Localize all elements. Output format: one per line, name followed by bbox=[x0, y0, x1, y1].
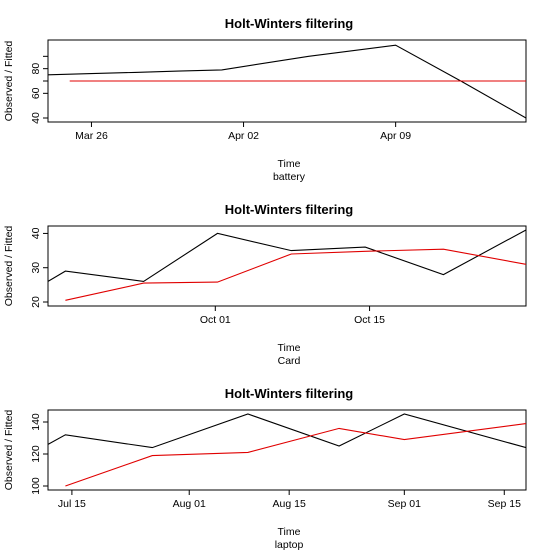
x-tick-label: Apr 02 bbox=[228, 130, 259, 142]
observed-line bbox=[48, 413, 526, 449]
y-axis-label: Observed / Fitted bbox=[3, 41, 15, 122]
series-sublabel: Card bbox=[278, 355, 301, 367]
x-tick-label: Aug 15 bbox=[273, 498, 306, 510]
x-tick-label: Apr 09 bbox=[380, 130, 411, 142]
chart-panel-1: Holt-Winters filtering Observed / Fitted 4… bbox=[3, 16, 527, 183]
x-tick-label: Sep 01 bbox=[388, 498, 421, 510]
chart-title: Holt-Winters filtering bbox=[225, 16, 353, 31]
y-tick-label: 60 bbox=[30, 87, 42, 99]
series-sublabel: battery bbox=[273, 171, 306, 183]
plot-frame bbox=[47, 225, 527, 307]
y-tick-label: 40 bbox=[30, 227, 42, 239]
x-tick-label: Aug 01 bbox=[173, 498, 206, 510]
plot-frame bbox=[47, 409, 527, 491]
chart-panel-2: Holt-Winters filtering Observed / Fitted 2… bbox=[3, 202, 527, 367]
y-tick-label: 30 bbox=[30, 262, 42, 274]
y-tick-label: 100 bbox=[30, 477, 42, 495]
observed-line bbox=[48, 44, 526, 119]
x-tick-label: Mar 26 bbox=[75, 130, 108, 142]
y-axis-label: Observed / Fitted bbox=[3, 410, 15, 491]
observed-line bbox=[48, 229, 526, 282]
y-axis-label: Observed / Fitted bbox=[3, 226, 15, 307]
y-tick-label: 40 bbox=[30, 112, 42, 124]
y-tick-label: 20 bbox=[30, 296, 42, 308]
chart-title: Holt-Winters filtering bbox=[225, 202, 353, 217]
chart-title: Holt-Winters filtering bbox=[225, 386, 353, 401]
chart-panel-3: Holt-Winters filtering Observed / Fitted 1… bbox=[3, 386, 527, 551]
x-tick-label: Oct 15 bbox=[354, 314, 385, 326]
x-axis-label: Time bbox=[278, 526, 301, 538]
x-axis-label: Time bbox=[278, 158, 301, 170]
series-sublabel: laptop bbox=[275, 539, 304, 551]
fitted-line bbox=[65, 248, 526, 301]
x-tick-label: Oct 01 bbox=[200, 314, 231, 326]
fitted-line bbox=[65, 423, 526, 487]
y-tick-label: 120 bbox=[30, 445, 42, 463]
y-tick-label: 80 bbox=[30, 63, 42, 75]
y-tick-label: 140 bbox=[30, 413, 42, 431]
x-axis-label: Time bbox=[278, 342, 301, 354]
x-tick-label: Jul 15 bbox=[58, 498, 86, 510]
x-tick-label: Sep 15 bbox=[488, 498, 521, 510]
